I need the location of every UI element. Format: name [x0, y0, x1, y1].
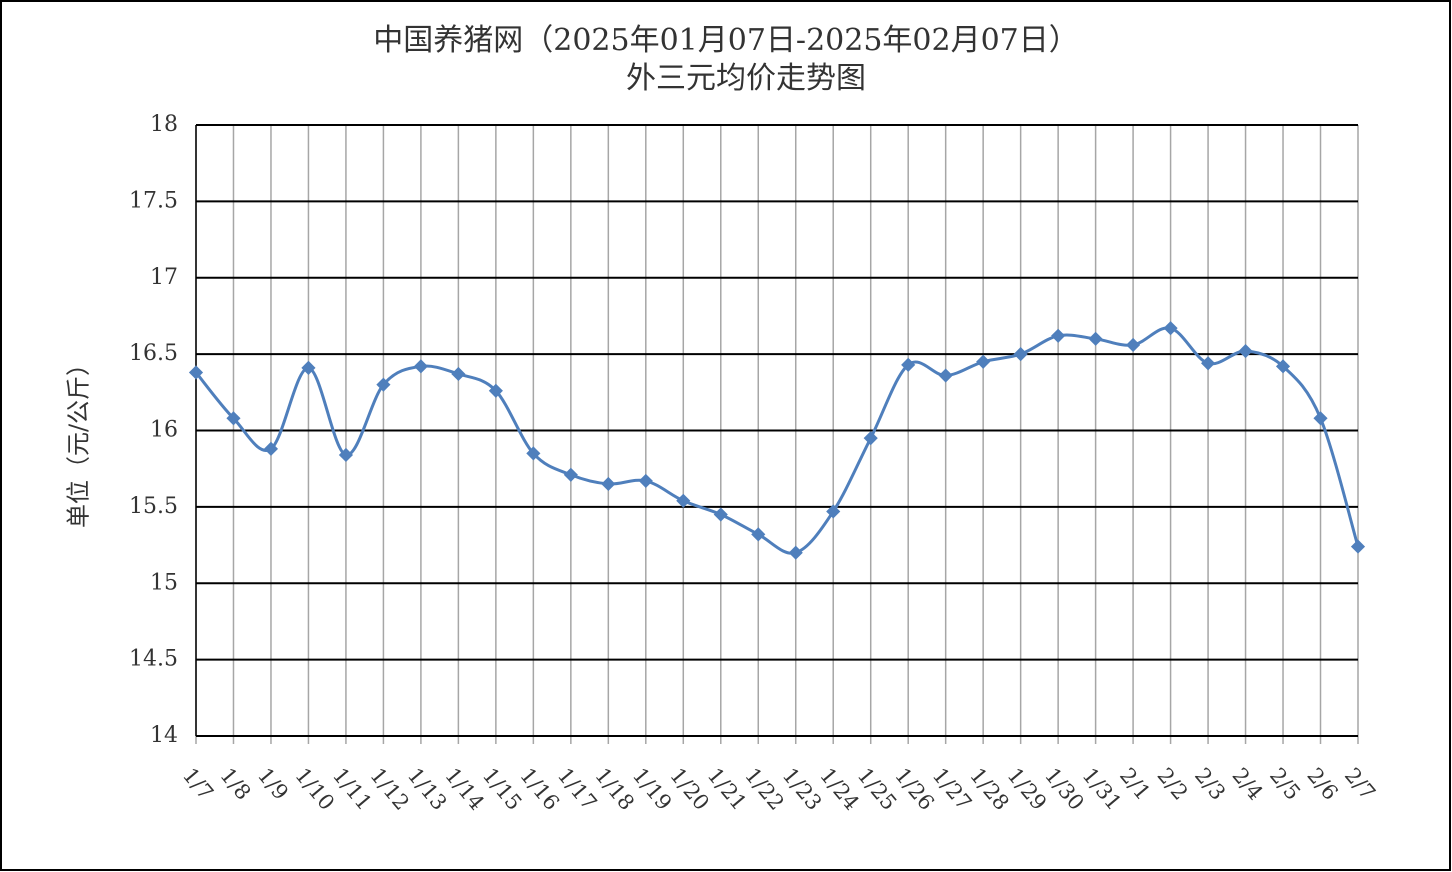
data-point: [1013, 347, 1028, 362]
y-axis-label: 单位（元/公斤）: [65, 352, 93, 528]
y-tick-label: 15.5: [129, 494, 178, 519]
data-point: [1200, 356, 1216, 371]
data-point: [376, 377, 391, 392]
data-point: [938, 368, 953, 383]
data-point: [1163, 321, 1178, 336]
data-point: [1051, 328, 1066, 343]
data-point: [301, 360, 316, 375]
data-point: [188, 365, 204, 380]
chart-subtitle: 外三元均价走势图: [626, 61, 866, 96]
data-point: [788, 545, 803, 560]
data-point: [1088, 331, 1103, 346]
data-point: [826, 504, 841, 519]
y-tick-label: 15: [150, 570, 178, 595]
data-point: [488, 383, 503, 398]
data-point: [1275, 359, 1291, 374]
data-point: [863, 431, 878, 446]
data-point: [1313, 411, 1328, 426]
y-tick-label: 17.5: [129, 188, 178, 213]
y-tick-label: 18: [150, 112, 178, 137]
data-point: [713, 507, 728, 522]
data-point: [1350, 539, 1366, 554]
y-tick-label: 14.5: [129, 647, 178, 672]
y-tick-label: 16: [150, 418, 178, 443]
y-tick-label: 16.5: [129, 341, 178, 366]
data-point: [1238, 343, 1253, 359]
y-tick-label: 17: [150, 265, 178, 290]
data-point: [526, 446, 541, 461]
chart-title: 中国养猪网（2025年01月07日-2025年02月07日）: [373, 23, 1079, 58]
data-point: [976, 354, 991, 369]
data-point: [751, 527, 766, 542]
data-point: [676, 493, 691, 508]
data-point: [638, 473, 653, 488]
data-point: [451, 366, 466, 382]
data-point: [1126, 337, 1141, 353]
data-point: [601, 476, 616, 492]
y-tick-label: 14: [150, 723, 178, 748]
data-point: [263, 441, 279, 456]
data-point: [901, 357, 916, 372]
data-point: [413, 359, 428, 374]
data-point: [563, 467, 578, 482]
data-point: [338, 447, 354, 463]
data-point: [226, 411, 241, 426]
